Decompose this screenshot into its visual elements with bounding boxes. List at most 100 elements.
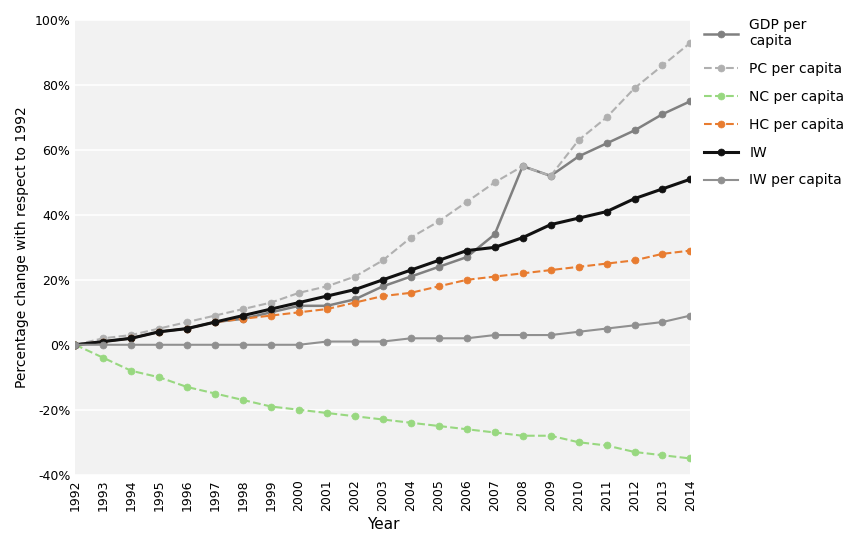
IW per capita [126,341,137,348]
GDP per
capita [126,335,137,341]
PC per capita [210,312,220,319]
GDP per
capita [266,309,276,316]
NC per capita [266,403,276,410]
IW [350,286,360,293]
HC per capita [489,274,500,280]
PC per capita [630,85,640,91]
GDP per
capita [630,127,640,133]
IW [378,277,388,283]
IW per capita [657,319,667,325]
IW [462,247,472,254]
HC per capita [154,329,164,335]
GDP per
capita [406,274,416,280]
IW per capita [350,338,360,345]
IW [685,176,696,183]
IW per capita [294,341,304,348]
PC per capita [518,163,528,170]
IW [433,257,444,264]
PC per capita [71,341,81,348]
HC per capita [462,277,472,283]
IW [601,208,611,215]
IW per capita [518,332,528,339]
HC per capita [71,341,81,348]
GDP per
capita [574,153,584,160]
IW per capita [378,338,388,345]
GDP per
capita [294,302,304,309]
HC per capita [350,299,360,306]
Line: HC per capita: HC per capita [72,247,694,348]
HC per capita [630,257,640,264]
Line: GDP per
capita: GDP per capita [72,98,694,348]
NC per capita [406,420,416,426]
Y-axis label: Percentage change with respect to 1992: Percentage change with respect to 1992 [15,107,29,388]
NC per capita [518,433,528,439]
PC per capita [266,299,276,306]
Line: IW: IW [72,176,694,348]
IW [294,299,304,306]
GDP per
capita [210,319,220,325]
Line: IW per capita: IW per capita [72,312,694,348]
PC per capita [574,137,584,143]
HC per capita [378,293,388,299]
PC per capita [98,335,108,341]
PC per capita [238,306,249,312]
NC per capita [322,410,332,416]
PC per capita [294,289,304,296]
IW [489,244,500,251]
IW [657,185,667,192]
GDP per
capita [182,325,193,332]
IW [406,267,416,274]
GDP per
capita [350,296,360,302]
PC per capita [462,199,472,205]
PC per capita [406,234,416,241]
PC per capita [545,173,556,179]
IW per capita [406,335,416,341]
IW [182,325,193,332]
IW per capita [630,322,640,329]
HC per capita [657,251,667,257]
NC per capita [685,455,696,462]
IW per capita [601,325,611,332]
PC per capita [433,218,444,225]
HC per capita [126,335,137,341]
PC per capita [378,257,388,264]
IW [266,306,276,312]
IW per capita [545,332,556,339]
IW [71,341,81,348]
IW per capita [322,338,332,345]
IW [518,234,528,241]
GDP per
capita [545,173,556,179]
PC per capita [489,179,500,185]
NC per capita [154,374,164,381]
GDP per
capita [518,163,528,170]
HC per capita [210,319,220,325]
Line: NC per capita: NC per capita [72,341,694,462]
HC per capita [238,316,249,322]
HC per capita [518,270,528,277]
PC per capita [154,325,164,332]
NC per capita [238,397,249,403]
IW per capita [71,341,81,348]
PC per capita [350,274,360,280]
NC per capita [657,452,667,458]
IW [154,329,164,335]
GDP per
capita [462,254,472,260]
PC per capita [322,283,332,289]
IW per capita [433,335,444,341]
IW per capita [489,332,500,339]
IW per capita [154,341,164,348]
HC per capita [294,309,304,316]
NC per capita [350,413,360,420]
IW per capita [685,312,696,319]
NC per capita [489,429,500,436]
NC per capita [294,406,304,413]
IW [545,222,556,228]
NC per capita [378,416,388,423]
IW [322,293,332,299]
IW per capita [462,335,472,341]
NC per capita [630,449,640,455]
PC per capita [657,62,667,69]
HC per capita [406,289,416,296]
IW [126,335,137,341]
NC per capita [126,368,137,374]
